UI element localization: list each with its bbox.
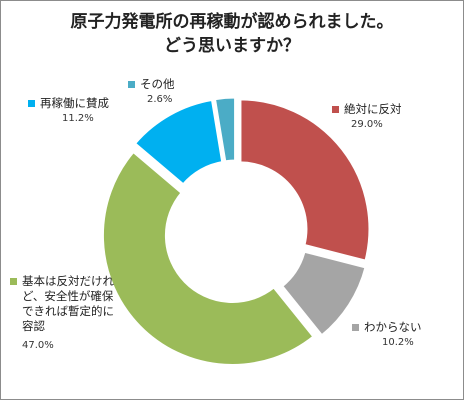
- chart-title-line-2: どう思いますか？: [164, 36, 300, 56]
- swatch-kihon-hantai: [10, 278, 17, 285]
- swatch-sonota: [128, 81, 135, 88]
- label-saikado-sansei-value: 11.2%: [62, 113, 94, 124]
- swatch-zettai-hantai: [332, 106, 339, 113]
- slice-saikado-sansei: [132, 97, 225, 188]
- label-wakaranai-value: 10.2%: [382, 337, 414, 348]
- slice-kihon-hantai: [100, 149, 317, 367]
- label-wakaranai: わからない 10.2%: [352, 320, 422, 350]
- label-wakaranai-name: わからない: [364, 320, 422, 334]
- label-kihon-hantai-name: 基本は反対だけれど、安全性が確保できれば暫定的に容認: [22, 274, 114, 333]
- slice-wakaranai: [279, 249, 368, 339]
- chart-title-line-1: 原子力発電所の再稼動が認められました。: [70, 12, 394, 32]
- slice-zettai-hantai: [238, 97, 372, 264]
- label-kihon-hantai: 基本は反対だけれど、安全性が確保できれば暫定的に容認 47.0%: [10, 274, 120, 353]
- label-kihon-hantai-value: 47.0%: [22, 340, 54, 351]
- label-sonota-name: その他: [140, 77, 175, 91]
- slice-sonota: [212, 95, 238, 164]
- label-sonota-value: 2.6%: [147, 94, 173, 105]
- swatch-saikado-sansei: [28, 100, 35, 107]
- label-saikado-sansei-name: 再稼働に賛成: [40, 96, 109, 110]
- label-zettai-hantai: 絶対に反対 29.0%: [332, 102, 402, 132]
- swatch-wakaranai: [352, 324, 359, 331]
- label-zettai-hantai-name: 絶対に反対: [344, 102, 402, 116]
- label-saikado-sansei: 再稼働に賛成 11.2%: [28, 96, 109, 126]
- label-sonota: その他 2.6%: [128, 77, 175, 107]
- label-zettai-hantai-value: 29.0%: [351, 119, 383, 130]
- chart-title: 原子力発電所の再稼動が認められました。 どう思いますか？: [0, 10, 464, 58]
